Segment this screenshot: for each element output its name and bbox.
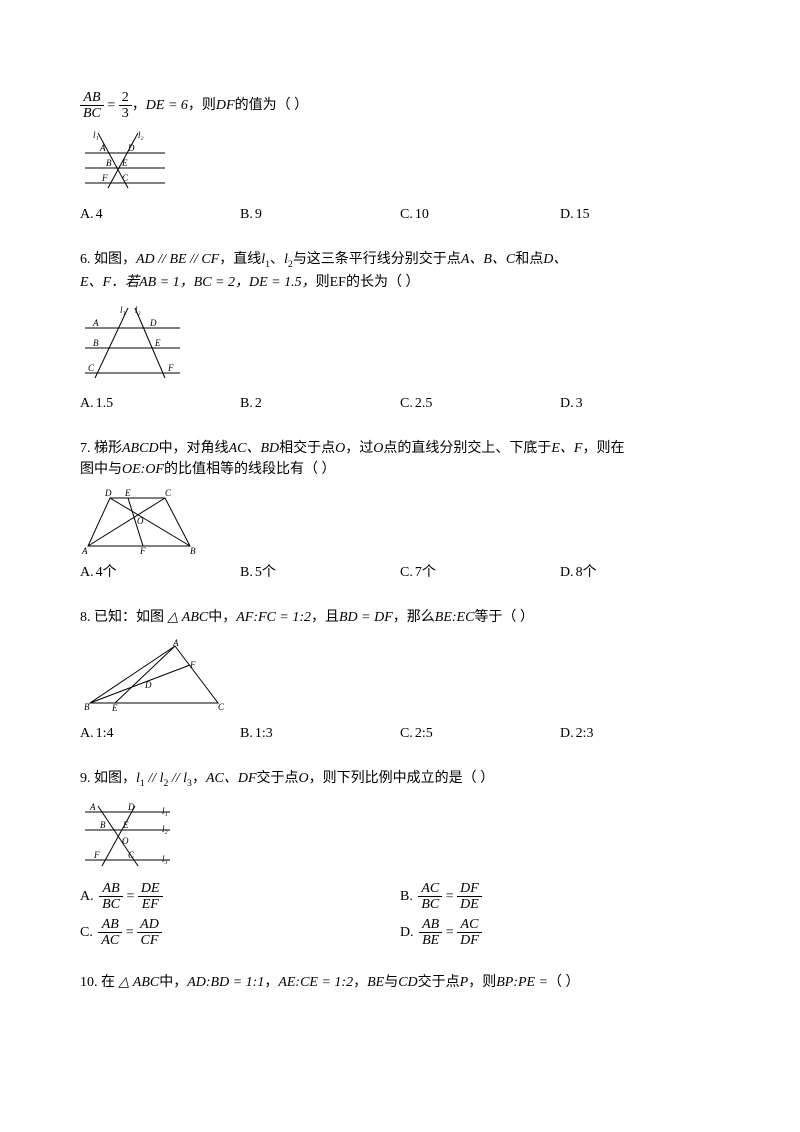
svg-text:F: F — [167, 363, 174, 373]
q8-opt-d[interactable]: D.2:3 — [560, 723, 720, 744]
svg-text:C: C — [165, 488, 172, 498]
q5-diagram: l₁ l₂ A D B E F C — [80, 128, 720, 198]
q7-diagram: D E C O A F B — [80, 486, 720, 556]
svg-text:A: A — [92, 318, 99, 328]
q6-opt-c[interactable]: C.2.5 — [400, 393, 560, 414]
svg-text:l₂: l₂ — [135, 305, 141, 315]
q9-options-row2: C. ABAC = ADCF D. ABBE = ACDF — [80, 917, 720, 949]
q9-opt-d[interactable]: D. ABBE = ACDF — [400, 917, 720, 949]
svg-text:F: F — [93, 850, 100, 860]
svg-text:E: E — [111, 703, 118, 713]
q5-opt-d[interactable]: D.15 — [560, 204, 720, 225]
q9-opt-b[interactable]: B. ACBC = DFDE — [400, 881, 720, 913]
q9-options-row1: A. ABBC = DEEF B. ACBC = DFDE — [80, 881, 720, 913]
q8-text: 8. 已知：如图 △ ABC中，AF:FC = 1:2，且BD = DF，那么B… — [80, 607, 720, 628]
svg-text:D: D — [127, 143, 135, 153]
question-5: ABBC = 23，DE = 6，则DF的值为（ ） l₁ l₂ A D B E… — [80, 90, 720, 225]
svg-text:C: C — [122, 173, 129, 183]
q9-opt-a[interactable]: A. ABBC = DEEF — [80, 881, 400, 913]
svg-text:B: B — [106, 158, 112, 168]
svg-text:O: O — [122, 836, 129, 846]
q7-opt-a[interactable]: A.4个 — [80, 562, 240, 583]
svg-text:A: A — [89, 802, 96, 812]
question-6: 6. 如图，AD // BE // CF，直线l1、l2与这三条平行线分别交于点… — [80, 249, 720, 414]
svg-text:C: C — [128, 850, 135, 860]
svg-text:l₁: l₁ — [162, 806, 168, 816]
svg-text:D: D — [127, 802, 135, 812]
q9-text: 9. 如图，l1 // l2 // l3，AC、DF交于点O，则下列比例中成立的… — [80, 768, 720, 791]
svg-text:l₂: l₂ — [138, 130, 144, 140]
svg-text:O: O — [137, 516, 144, 526]
svg-text:C: C — [88, 363, 95, 373]
q10-text: 10. 在 △ ABC中，AD:BD = 1:1，AE:CE = 1:2，BE与… — [80, 972, 720, 993]
svg-text:l₃: l₃ — [162, 854, 168, 864]
svg-text:C: C — [218, 702, 225, 712]
q7-opt-d[interactable]: D.8个 — [560, 562, 720, 583]
question-7: 7. 梯形ABCD中，对角线AC、BD相交于点O，过O点的直线分别交上、下底于E… — [80, 438, 720, 583]
q8-opt-b[interactable]: B.1:3 — [240, 723, 400, 744]
q6-diagram: l₁ l₂ A D B E C F — [80, 303, 720, 383]
svg-text:F: F — [139, 546, 146, 556]
q6-opt-a[interactable]: A.1.5 — [80, 393, 240, 414]
q7-text: 7. 梯形ABCD中，对角线AC、BD相交于点O，过O点的直线分别交上、下底于E… — [80, 438, 720, 480]
q9-opt-c[interactable]: C. ABAC = ADCF — [80, 917, 400, 949]
svg-text:B: B — [190, 546, 196, 556]
q6-text: 6. 如图，AD // BE // CF，直线l1、l2与这三条平行线分别交于点… — [80, 249, 720, 293]
svg-text:E: E — [122, 820, 129, 830]
q9-diagram: A D l₁ B E l₂ O F C l₃ — [80, 798, 720, 873]
q5-opt-a[interactable]: A.4 — [80, 204, 240, 225]
svg-text:F: F — [189, 660, 196, 670]
svg-text:l₁: l₁ — [93, 130, 99, 140]
q8-options: A.1:4 B.1:3 C.2:5 D.2:3 — [80, 723, 720, 744]
q5-opt-c[interactable]: C.10 — [400, 204, 560, 225]
q5-frac-num: AB — [80, 90, 104, 106]
q5-opt-b[interactable]: B.9 — [240, 204, 400, 225]
svg-text:l₁: l₁ — [120, 305, 126, 315]
svg-text:D: D — [104, 488, 112, 498]
svg-text:D: D — [144, 680, 152, 690]
svg-text:A: A — [172, 638, 179, 648]
q7-opt-c[interactable]: C.7个 — [400, 562, 560, 583]
svg-text:D: D — [149, 318, 157, 328]
svg-text:B: B — [100, 820, 106, 830]
svg-text:F: F — [101, 173, 108, 183]
q6-options: A.1.5 B.2 C.2.5 D.3 — [80, 393, 720, 414]
svg-text:E: E — [121, 158, 128, 168]
q8-opt-c[interactable]: C.2:5 — [400, 723, 560, 744]
q7-options: A.4个 B.5个 C.7个 D.8个 — [80, 562, 720, 583]
q5-frac-den: BC — [80, 106, 104, 121]
svg-text:A: A — [81, 546, 88, 556]
question-8: 8. 已知：如图 △ ABC中，AF:FC = 1:2，且BD = DF，那么B… — [80, 607, 720, 744]
svg-text:B: B — [93, 338, 99, 348]
question-9: 9. 如图，l1 // l2 // l3，AC、DF交于点O，则下列比例中成立的… — [80, 768, 720, 948]
svg-text:B: B — [84, 702, 90, 712]
q5-options: A.4 B.9 C.10 D.15 — [80, 204, 720, 225]
q7-opt-b[interactable]: B.5个 — [240, 562, 400, 583]
svg-text:A: A — [99, 143, 106, 153]
svg-text:E: E — [154, 338, 161, 348]
svg-text:l₂: l₂ — [162, 824, 168, 834]
q6-opt-d[interactable]: D.3 — [560, 393, 720, 414]
svg-text:E: E — [124, 488, 131, 498]
q5-text: ABBC = 23，DE = 6，则DF的值为（ ） — [80, 90, 720, 122]
q8-opt-a[interactable]: A.1:4 — [80, 723, 240, 744]
question-10: 10. 在 △ ABC中，AD:BD = 1:1，AE:CE = 1:2，BE与… — [80, 972, 720, 993]
q8-diagram: A F D B E C — [80, 638, 720, 713]
q6-opt-b[interactable]: B.2 — [240, 393, 400, 414]
